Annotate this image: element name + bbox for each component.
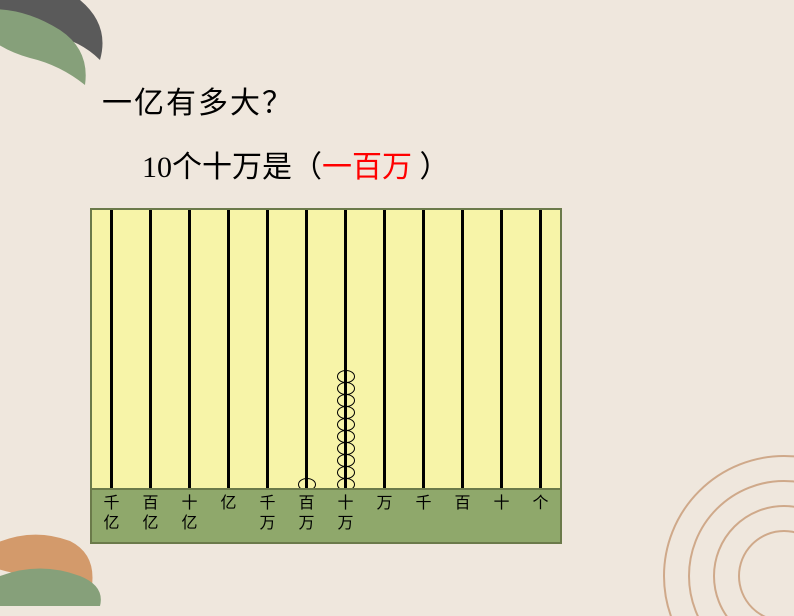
place-value-label: 个 [521,490,560,540]
abacus-rod [500,210,503,492]
subtitle-answer: 一百万 [322,151,412,184]
place-value-bottom: 万 [326,514,365,534]
subtitle-prefix: 10个十万是（ [142,151,322,184]
abacus-labels-row: 千亿百亿十亿亿千万百万十万万千百十个 [92,490,560,540]
place-value-top: 千 [404,494,443,514]
place-value-top: 百 [287,494,326,514]
place-value-bottom: 万 [248,514,287,534]
abacus-rod [149,210,152,492]
place-value-label: 十 [482,490,521,540]
place-value-label: 千亿 [92,490,131,540]
abacus-rod [266,210,269,492]
abacus-rod [188,210,191,492]
subtitle-line: 10个十万是（一百万 ） [142,142,450,186]
subtitle-suffix: ） [412,151,450,184]
place-value-top: 十 [482,494,521,514]
place-value-label: 千 [404,490,443,540]
page-title: 一亿有多大？ [102,78,294,122]
abacus-rod [110,210,113,492]
place-value-top: 个 [521,494,560,514]
place-value-label: 万 [365,490,404,540]
place-value-label: 百 [443,490,482,540]
place-value-label: 亿 [209,490,248,540]
place-value-label: 千万 [248,490,287,540]
place-value-top: 十 [326,494,365,514]
abacus-rod [383,210,386,492]
place-value-bottom: 万 [287,514,326,534]
bead-stack [337,371,357,491]
place-value-top: 十 [170,494,209,514]
abacus-rod [422,210,425,492]
abacus-counting-frame: 千亿百亿十亿亿千万百万十万万千百十个 [90,208,562,544]
place-value-label: 百亿 [131,490,170,540]
place-value-bottom: 亿 [92,514,131,534]
place-value-top: 万 [365,494,404,514]
place-value-top: 千 [248,494,287,514]
abacus-rod [227,210,230,492]
place-value-top: 百 [443,494,482,514]
corner-decoration-bottom-right [644,436,794,616]
place-value-label: 十万 [326,490,365,540]
abacus-rod [305,210,308,492]
place-value-label: 十亿 [170,490,209,540]
place-value-label: 百万 [287,490,326,540]
place-value-top: 千 [92,494,131,514]
place-value-top: 亿 [209,494,248,514]
place-value-top: 百 [131,494,170,514]
place-value-bottom: 亿 [170,514,209,534]
place-value-bottom: 亿 [131,514,170,534]
abacus-rod [539,210,542,492]
abacus-rod [461,210,464,492]
abacus-rods-area [92,210,560,492]
